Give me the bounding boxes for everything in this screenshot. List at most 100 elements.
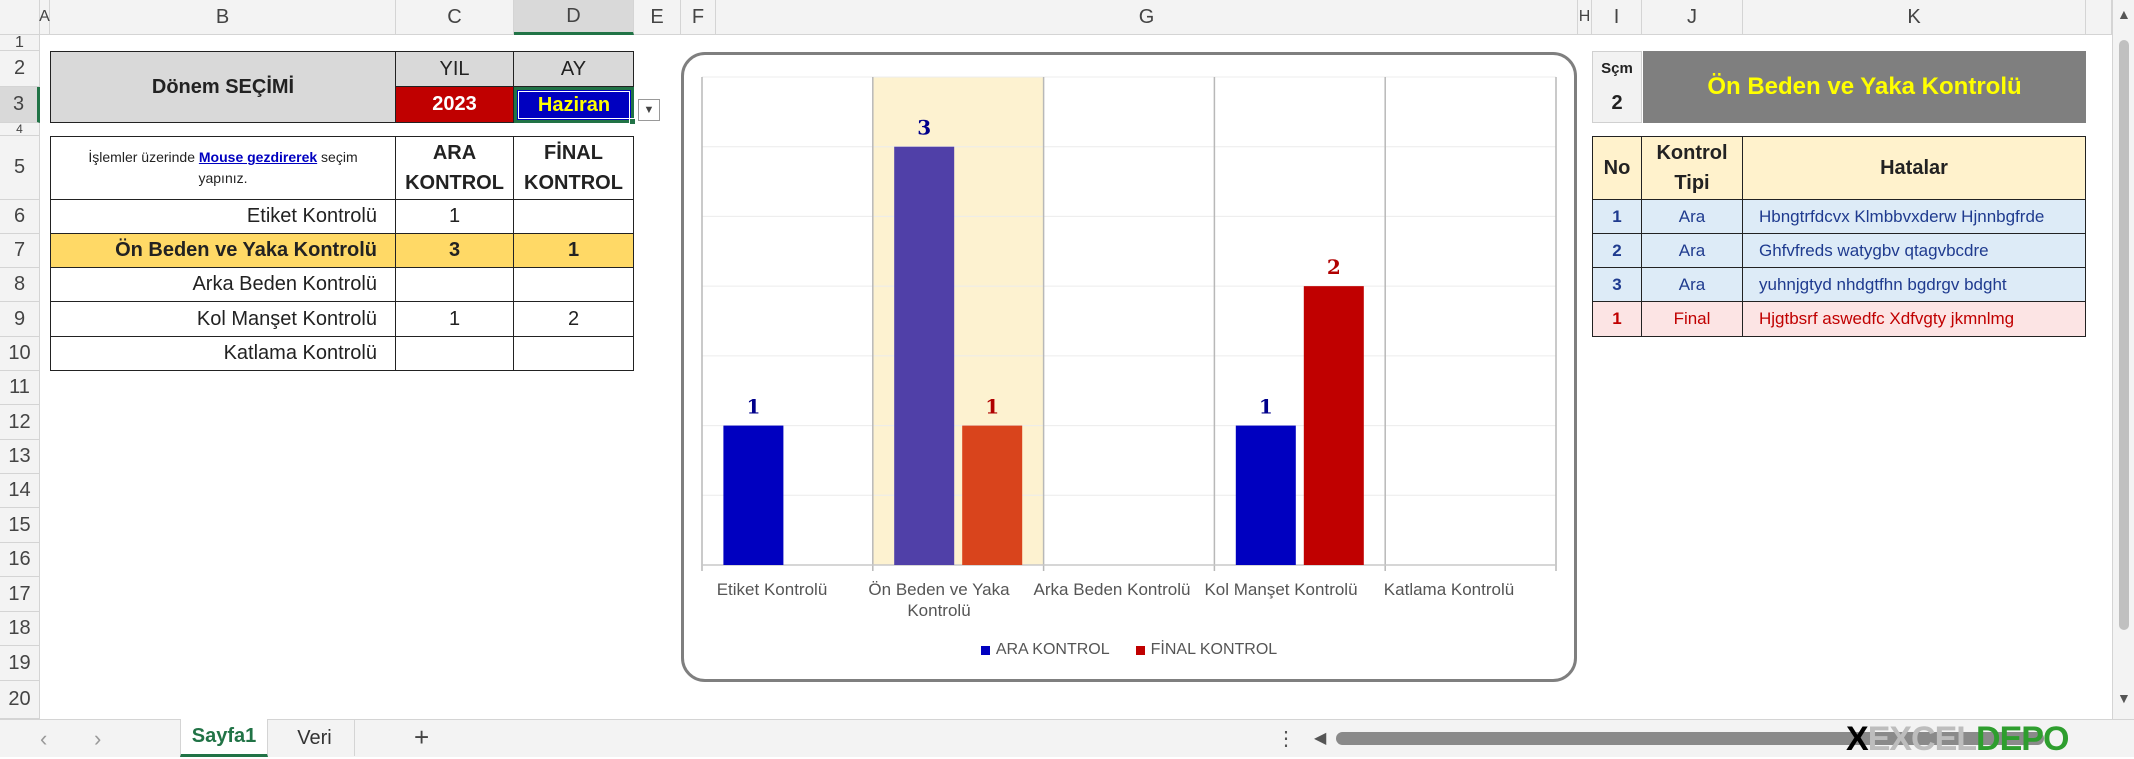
row-header-1[interactable]: 1 <box>0 34 40 51</box>
errors-header-hatalar: Hatalar <box>1743 136 2086 200</box>
row-header-18[interactable]: 18 <box>0 612 40 646</box>
prev-sheet-icon[interactable]: ‹ <box>40 726 48 751</box>
x-tick-label: Katlama Kontrolü <box>1383 580 1515 599</box>
next-sheet-icon[interactable]: › <box>94 726 102 751</box>
fill-handle[interactable] <box>629 118 636 125</box>
bar-data-label: 2 <box>1327 255 1341 279</box>
error-row-text: Hjgtbsrf aswedfc Xdfvgty jkmnlmg <box>1743 302 2086 337</box>
selection-number-cell: Sçm 2 <box>1592 51 1642 123</box>
row-header-15[interactable]: 15 <box>0 508 40 543</box>
x-tick-label: Etiket Kontrolü <box>716 580 828 599</box>
scroll-left-icon[interactable]: ◀ <box>1314 730 1327 747</box>
row-header-11[interactable]: 11 <box>0 371 40 405</box>
legend-swatch-final <box>1135 645 1145 655</box>
legend-swatch-ara <box>980 645 990 655</box>
legend-item-final: FİNAL KONTROL <box>1135 641 1277 659</box>
column-header-d[interactable]: D <box>514 0 634 35</box>
column-header-c[interactable]: C <box>396 0 514 35</box>
scroll-down-icon[interactable]: ▼ <box>2117 690 2131 706</box>
error-row-no: 3 <box>1592 268 1642 302</box>
control-name-katlama[interactable]: Katlama Kontrolü <box>50 337 396 371</box>
bar-data-label: 1 <box>746 395 760 419</box>
row-header-7[interactable]: 7 <box>0 234 40 268</box>
dropdown-arrow-icon[interactable]: ▼ <box>638 99 660 121</box>
row-header-19[interactable]: 19 <box>0 646 40 681</box>
error-row-no: 2 <box>1592 234 1642 268</box>
period-title-cell: Dönem SEÇİMİ <box>50 51 396 123</box>
control-name-etiket[interactable]: Etiket Kontrolü <box>50 200 396 234</box>
error-row-text: Hbngtrfdcvx Klmbbvxderw Hjnnbgfrde <box>1743 200 2086 234</box>
row-header-3[interactable]: 3 <box>0 87 40 123</box>
bar-ara <box>1235 425 1296 565</box>
x-tick-label: Kol Manşet Kontrolü <box>1204 580 1358 599</box>
bar-data-label: 1 <box>985 395 999 419</box>
row-header-20[interactable]: 20 <box>0 681 40 719</box>
mouse-hover-link[interactable]: Mouse gezdirerek <box>198 149 318 165</box>
column-header-h[interactable]: H <box>1578 0 1592 35</box>
error-row-type: Ara <box>1642 234 1743 268</box>
select-all-corner[interactable] <box>0 0 40 35</box>
error-row-text: Ghfvfreds watygbv qtagvbcdre <box>1743 234 2086 268</box>
ara-value-on-beden: 3 <box>396 234 514 268</box>
ara-value-etiket: 1 <box>396 200 514 234</box>
sheet-tab-bar: ‹ › Sayfa1 Veri + ⋮ ◀ X EXCEL DEPO <box>0 719 2134 758</box>
ara-value-katlama <box>396 337 514 371</box>
column-header-e[interactable]: E <box>634 0 681 35</box>
ara-value-arka-beden <box>396 268 514 302</box>
row-header-5[interactable]: 5 <box>0 136 40 200</box>
x-tick-label: Arka Beden Kontrolü <box>1033 580 1191 599</box>
error-row-no: 1 <box>1592 302 1642 337</box>
ara-value-kol-manset: 1 <box>396 302 514 337</box>
column-header-j[interactable]: J <box>1642 0 1743 35</box>
month-header: AY <box>514 51 634 87</box>
chart-legend: ARA KONTROL FİNAL KONTROL <box>684 641 1574 659</box>
final-value-katlama <box>514 337 634 371</box>
tab-sayfa1[interactable]: Sayfa1 <box>180 719 268 757</box>
bar-ara <box>894 146 955 565</box>
column-header-a[interactable]: A <box>39 0 50 35</box>
row-header-4[interactable]: 4 <box>0 122 40 136</box>
horizontal-scroll-thumb[interactable] <box>1336 732 2044 745</box>
vertical-scrollbar[interactable]: ▲ ▼ <box>2112 0 2134 719</box>
control-name-kol-manset[interactable]: Kol Manşet Kontrolü <box>50 302 396 337</box>
control-name-arka-beden[interactable]: Arka Beden Kontrolü <box>50 268 396 302</box>
row-header-10[interactable]: 10 <box>0 337 40 371</box>
bar-ara <box>723 425 784 565</box>
column-header-k[interactable]: K <box>1743 0 2086 35</box>
ara-kontrol-header: ARA KONTROL <box>396 136 514 200</box>
final-value-on-beden: 1 <box>514 234 634 268</box>
bar-final <box>962 425 1023 565</box>
row-header-8[interactable]: 8 <box>0 268 40 302</box>
row-header-16[interactable]: 16 <box>0 543 40 577</box>
year-header: YIL <box>396 51 514 87</box>
year-input[interactable]: 2023 <box>396 87 514 123</box>
bar-data-label: 1 <box>1259 395 1273 419</box>
bar-chart[interactable]: 1 3 1 1 2 Etiket Kontrolü Ön Beden ve Yaka K… <box>681 52 1577 682</box>
row-header-12[interactable]: 12 <box>0 405 40 440</box>
column-header-b[interactable]: B <box>50 0 396 35</box>
row-header-2[interactable]: 2 <box>0 51 40 87</box>
selection-title: Ön Beden ve Yaka Kontrolü <box>1643 51 2086 123</box>
error-row-no: 1 <box>1592 200 1642 234</box>
vertical-scroll-thumb[interactable] <box>2119 40 2129 630</box>
final-value-etiket <box>514 200 634 234</box>
control-name-on-beden[interactable]: Ön Beden ve Yaka Kontrolü <box>50 234 396 268</box>
tab-veri[interactable]: Veri <box>275 720 355 756</box>
final-value-arka-beden <box>514 268 634 302</box>
scroll-up-icon[interactable]: ▲ <box>2117 6 2131 22</box>
add-sheet-button[interactable]: + <box>414 722 430 752</box>
row-header-17[interactable]: 17 <box>0 577 40 612</box>
more-options-icon[interactable]: ⋮ <box>1276 728 1296 750</box>
row-header-9[interactable]: 9 <box>0 302 40 337</box>
row-header-13[interactable]: 13 <box>0 440 40 474</box>
watermark-logo: X EXCEL DEPO <box>1846 719 2069 758</box>
column-header-i[interactable]: I <box>1592 0 1642 35</box>
column-header-f[interactable]: F <box>681 0 716 35</box>
column-header-g[interactable]: G <box>716 0 1578 35</box>
legend-item-ara: ARA KONTROL <box>980 641 1110 659</box>
row-header-14[interactable]: 14 <box>0 474 40 508</box>
errors-header-no: No <box>1592 136 1642 200</box>
month-input[interactable]: Haziran <box>514 87 634 123</box>
row-header-6[interactable]: 6 <box>0 200 40 234</box>
errors-header-type: Kontrol Tipi <box>1642 136 1743 200</box>
